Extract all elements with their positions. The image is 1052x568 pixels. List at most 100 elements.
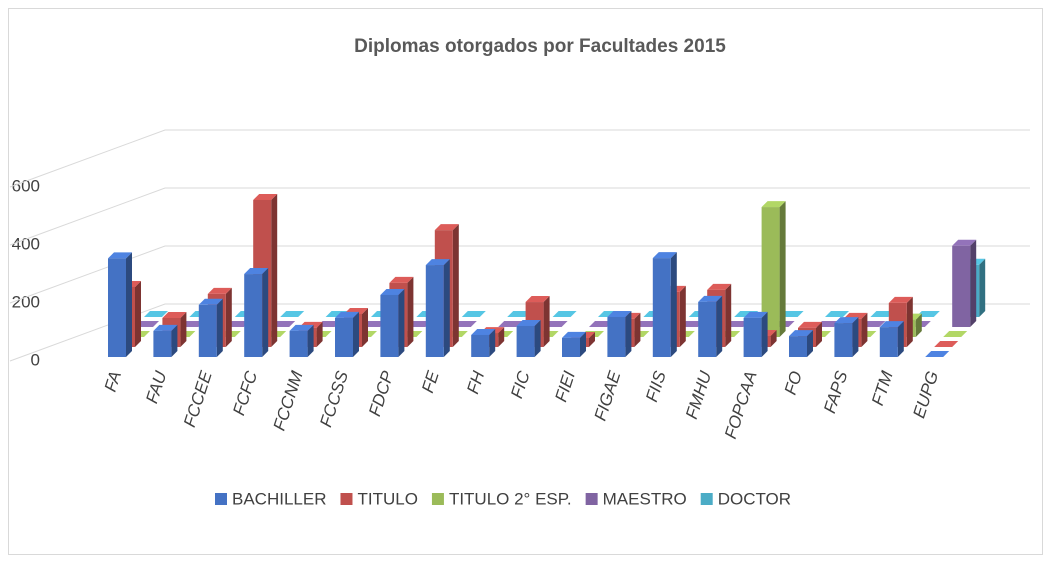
legend-swatch — [431, 493, 444, 505]
bar — [153, 324, 178, 357]
bar — [698, 295, 723, 357]
bar — [289, 324, 314, 357]
bar — [108, 252, 132, 357]
bar-side — [770, 329, 777, 347]
y-tick-label: 600 — [12, 176, 40, 195]
bar-side — [216, 298, 223, 357]
bar-top — [589, 321, 613, 327]
bar-top — [108, 252, 132, 259]
bar — [498, 321, 523, 327]
bar-side — [589, 332, 595, 347]
bar — [335, 311, 359, 357]
grid-line — [9, 129, 1030, 188]
bar — [743, 311, 768, 357]
bar — [380, 288, 405, 357]
bar — [244, 268, 269, 357]
bar — [825, 311, 849, 317]
bar-top — [525, 296, 550, 303]
bar — [870, 311, 895, 317]
bar-side — [353, 311, 359, 357]
bar-top — [562, 331, 586, 338]
legend-label: BACHILLER — [232, 489, 326, 508]
bar-side — [979, 258, 986, 317]
bar-side — [861, 312, 868, 347]
bar-top — [888, 296, 913, 303]
bar-side — [906, 296, 913, 347]
bar — [425, 259, 450, 357]
bar-top — [652, 252, 677, 259]
bar-side — [126, 252, 132, 357]
bar-front — [335, 317, 353, 357]
bar-side — [580, 331, 586, 357]
bar-front — [879, 327, 898, 357]
bar-top — [144, 311, 168, 317]
bar-front — [198, 304, 217, 357]
bar-top — [698, 295, 723, 302]
bar-top — [707, 283, 732, 290]
bar-top — [498, 321, 523, 327]
bar-side — [625, 310, 632, 357]
bar-top — [425, 259, 450, 266]
bar — [507, 311, 532, 317]
bar-side — [670, 252, 677, 357]
bar — [607, 310, 632, 357]
bar-top — [207, 287, 232, 294]
bar — [280, 311, 305, 317]
bar-top — [870, 311, 895, 317]
bar — [834, 317, 859, 357]
bar-side — [779, 201, 786, 337]
bar-side — [307, 324, 314, 357]
bar-front — [952, 245, 971, 327]
bar-top — [335, 311, 359, 318]
bar-top — [289, 324, 314, 331]
legend-label: MAESTRO — [603, 489, 687, 508]
bar-side — [725, 283, 732, 347]
bar-side — [171, 324, 178, 357]
bar-side — [271, 193, 278, 347]
bar-top — [162, 312, 187, 318]
bar — [589, 321, 613, 327]
bar-front — [516, 325, 535, 357]
bar-side — [489, 328, 496, 357]
bar-side — [398, 288, 405, 357]
bar-side — [534, 319, 541, 357]
bar-front — [108, 258, 126, 357]
bar-top — [507, 311, 532, 317]
bar-front — [153, 330, 172, 357]
bar-top — [471, 328, 496, 335]
bar — [934, 341, 959, 347]
bar-top — [743, 311, 768, 318]
bar-top — [389, 276, 414, 283]
bar-side — [362, 307, 368, 347]
bar-top — [380, 288, 405, 295]
bar — [562, 331, 586, 357]
bar — [461, 311, 486, 317]
bar-side — [634, 312, 641, 347]
bar-side — [452, 224, 459, 347]
grid-line — [9, 245, 1030, 304]
bar — [516, 319, 541, 357]
bar-side — [225, 287, 232, 347]
legend-label: DOCTOR — [718, 489, 791, 508]
chart-title: Diplomas otorgados por Facultades 2015 — [354, 36, 726, 57]
bar-front — [289, 330, 308, 357]
bar-top — [834, 317, 859, 324]
bar-front — [562, 337, 580, 357]
legend-swatch — [340, 493, 353, 505]
bar-front — [607, 316, 626, 357]
bar-front — [698, 301, 717, 357]
bar-front — [789, 336, 807, 357]
bar-front — [425, 265, 444, 357]
bar-top — [253, 193, 278, 200]
bar-side — [816, 321, 822, 347]
bar — [144, 311, 168, 317]
bar-side — [498, 327, 505, 347]
bar-top — [925, 351, 950, 357]
chart-frame — [8, 8, 1043, 555]
bar-side — [135, 280, 141, 347]
bar-side — [915, 313, 922, 337]
bar-top — [280, 311, 305, 317]
grid-line — [9, 303, 1030, 362]
y-tick-label: 200 — [12, 292, 40, 311]
bar-side — [543, 296, 550, 347]
